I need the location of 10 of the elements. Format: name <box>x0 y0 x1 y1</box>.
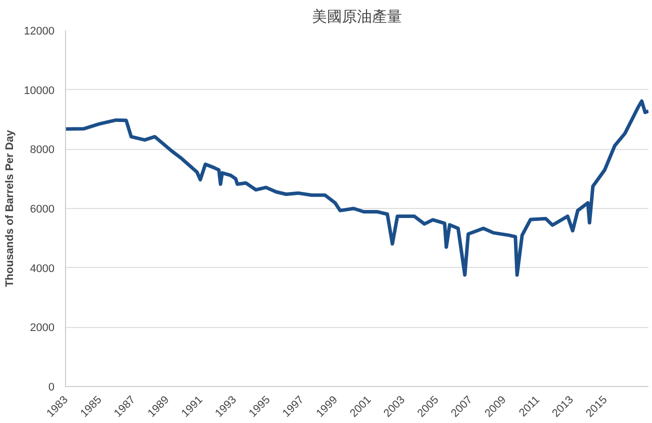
y-tick-label: 12000 <box>24 26 55 38</box>
chart-title: 美國原油產量 <box>312 8 402 26</box>
y-tick-label: 4000 <box>30 262 55 275</box>
y-axis-title: Thousands of Barrels Per Day <box>4 129 16 288</box>
y-tick-label: 6000 <box>30 204 55 216</box>
y-tick-label: 10000 <box>24 84 55 97</box>
y-tick-label: 0 <box>48 382 55 394</box>
y-tick-label: 2000 <box>30 322 55 334</box>
y-tick-label: 8000 <box>30 144 55 156</box>
line-series <box>66 99 648 277</box>
